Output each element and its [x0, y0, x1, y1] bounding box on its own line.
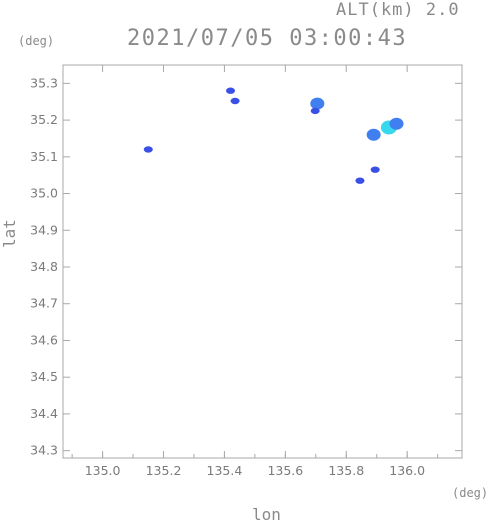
x-tick-label: 135.6: [267, 463, 303, 478]
radar-echo: [366, 128, 381, 141]
radar-echo: [226, 87, 236, 94]
radar-echo: [230, 97, 240, 105]
chart-title-timestamp: 2021/07/05 03:00:43: [127, 26, 408, 51]
y-tick-label: 35.0: [30, 186, 58, 201]
plot-frame: [62, 64, 463, 459]
altitude-label: ALT(km) 2.0: [336, 0, 460, 20]
y-tick-label: 35.2: [30, 112, 58, 127]
y-tick-label: 34.5: [30, 369, 58, 384]
x-tick-label: 135.4: [207, 463, 243, 478]
y-tick-label: 34.6: [30, 332, 58, 347]
y-tick-label: 34.4: [30, 406, 58, 421]
radar-echo: [143, 146, 153, 153]
x-tick-label: 135.0: [85, 463, 121, 478]
y-tick-label: 35.3: [30, 75, 58, 90]
x-tick-label: 136.0: [389, 463, 425, 478]
x-tick-label: 135.2: [146, 463, 182, 478]
x-axis-label: lon: [252, 505, 281, 524]
x-tick-label: 135.8: [328, 463, 364, 478]
radar-echo: [370, 166, 380, 173]
radar-echo: [355, 177, 365, 184]
radar-echo: [389, 117, 404, 130]
y-tick-label: 34.3: [30, 443, 58, 458]
y-tick-label: 34.9: [30, 222, 58, 237]
x-unit-label: (deg): [452, 486, 489, 500]
y-tick-label: 35.1: [30, 149, 58, 164]
y-tick-label: 34.7: [30, 296, 58, 311]
y-unit-label: (deg): [18, 34, 55, 48]
radar-echo: [310, 97, 325, 110]
y-tick-label: 34.8: [30, 259, 58, 274]
radar-echo: [310, 107, 320, 115]
